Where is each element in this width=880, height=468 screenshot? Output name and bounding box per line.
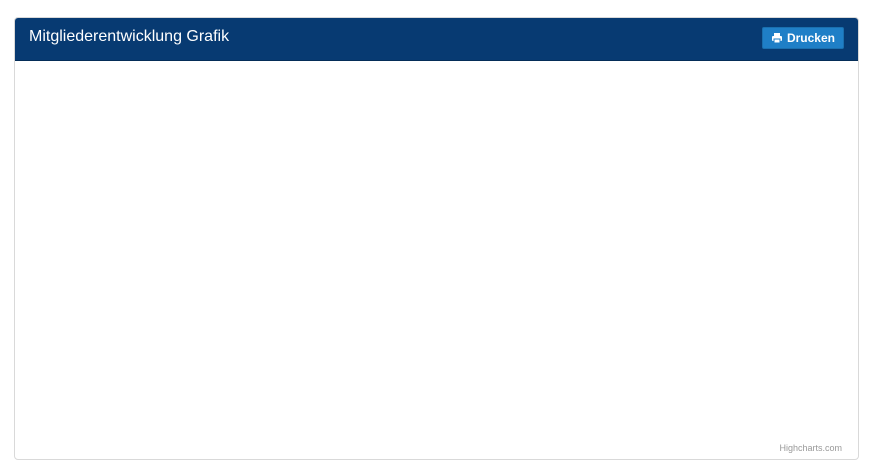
panel-header: Mitgliederentwicklung Grafik Drucken bbox=[15, 18, 858, 61]
panel-title: Mitgliederentwicklung Grafik bbox=[29, 28, 230, 45]
print-button[interactable]: Drucken bbox=[761, 27, 844, 49]
printer-icon bbox=[771, 33, 782, 44]
chart-panel: Mitgliederentwicklung Grafik Drucken Hig… bbox=[14, 17, 859, 460]
credits-link[interactable]: Highcharts.com bbox=[779, 443, 842, 453]
print-button-label: Drucken bbox=[786, 31, 835, 45]
